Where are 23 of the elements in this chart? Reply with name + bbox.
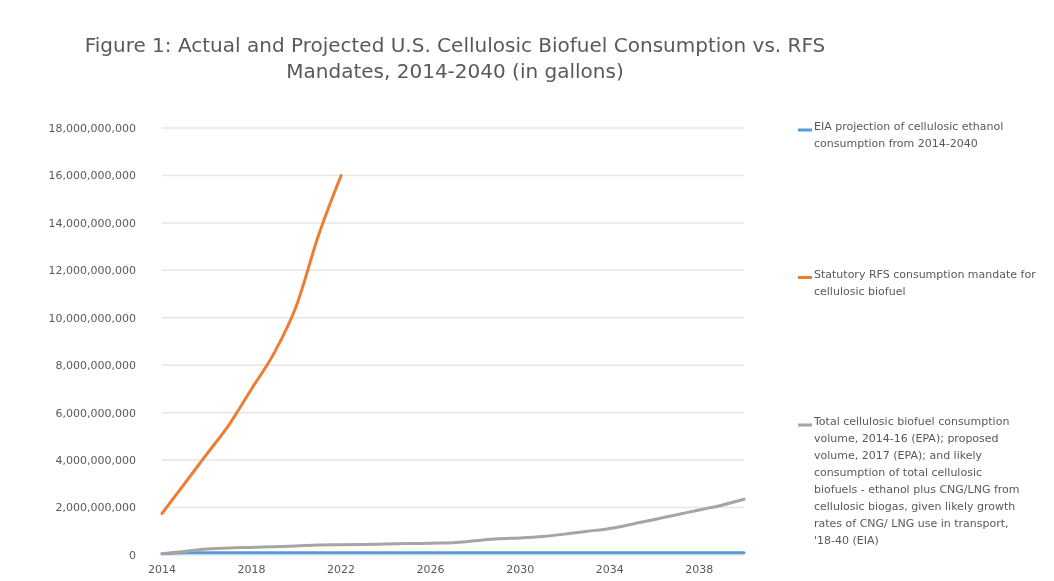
x-tick-label: 2038	[685, 563, 714, 576]
x-tick-label: 2014	[148, 563, 176, 576]
x-tick-label: 2030	[506, 563, 535, 576]
legend-label: Total cellulosic biofuel consumption volume, 2014-16 (EPA); proposed volume, 2017 (EPA); and likely consumption of total cellulosic biofuels - ethanol plus CNG/LNG from cellulosic biogas, given likely growth rates of CNG/ LNG use in transport, '18-40 (EIA)	[813, 415, 1020, 547]
x-tick-label: 2018	[237, 563, 266, 576]
y-tick-label: 8,000,000,000	[55, 359, 136, 373]
y-tick-label: 2,000,000,000	[55, 501, 136, 515]
y-tick-label: 12,000,000,000	[48, 264, 136, 278]
x-tick-label: 2026	[416, 563, 445, 576]
chart-title: Figure 1: Actual and Projected U.S. Cellulosic Biofuel Consumption vs. RFS Mandates, 2014-2040 (in gallons)	[84, 33, 826, 83]
x-tick-label: 2022	[327, 563, 356, 576]
y-tick-label: 14,000,000,000	[48, 216, 136, 230]
y-tick-label: 10,000,000,000	[48, 311, 136, 325]
y-tick-label: 4,000,000,000	[55, 453, 136, 467]
x-tick-label: 2034	[595, 563, 624, 576]
line-series	[160, 497, 746, 556]
line-series	[160, 173, 343, 515]
y-tick-label: 18,000,000,000	[48, 121, 136, 135]
legend-label: EIA projection of cellulosic ethanol consumption from 2014-2040	[814, 120, 1004, 150]
y-tick-label: 16,000,000,000	[48, 169, 136, 183]
y-tick-label: 6,000,000,000	[55, 406, 136, 420]
y-tick-label: 0	[129, 548, 136, 562]
legend-label: Statutory RFS consumption mandate for cellulosic biofuel	[814, 267, 1037, 298]
